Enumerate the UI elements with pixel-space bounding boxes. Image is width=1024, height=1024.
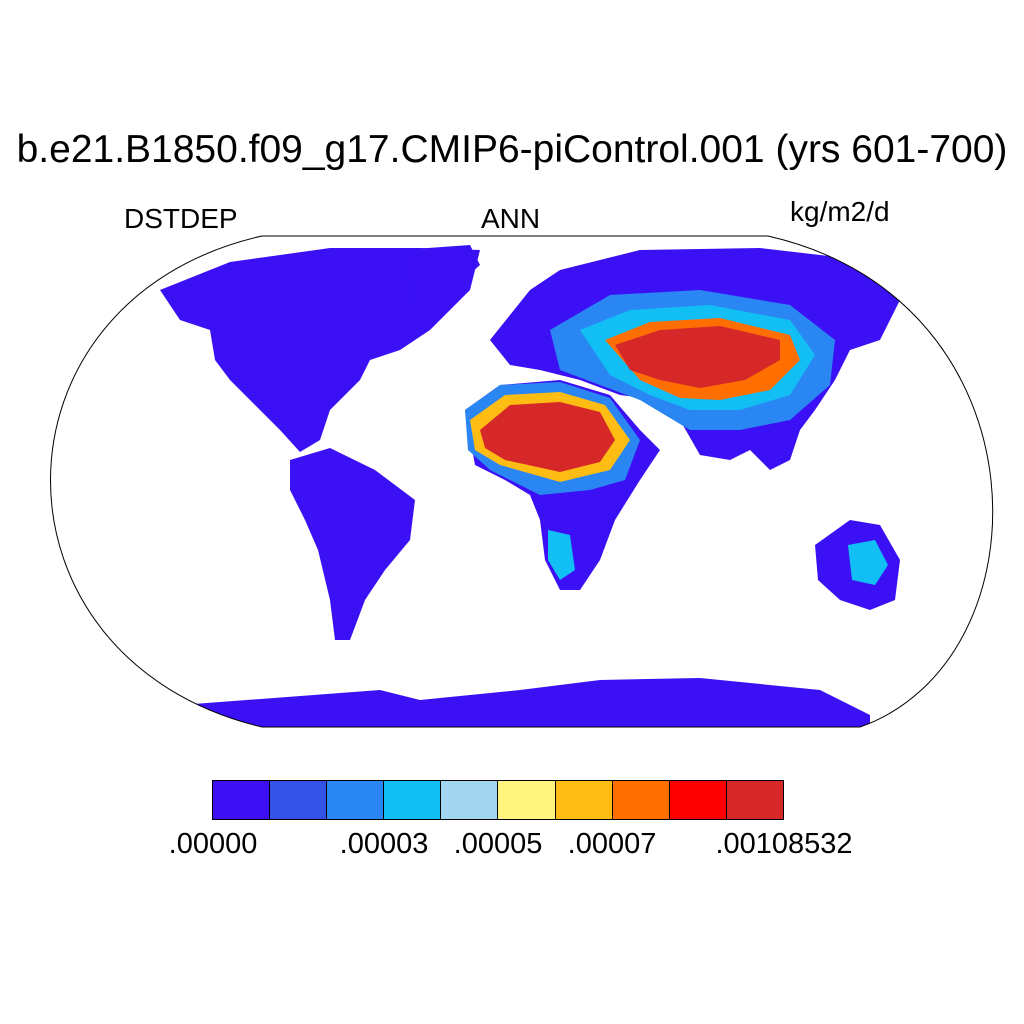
legend-swatch: [555, 781, 613, 819]
variable-label: DSTDEP: [124, 203, 238, 234]
legend-swatch: [384, 781, 442, 819]
season-label: ANN: [481, 203, 541, 234]
landmass-south-america: [290, 448, 415, 640]
legend-swatch: [441, 781, 499, 819]
dust-southern-africa: [548, 530, 575, 580]
legend-tick-label: .00005: [453, 828, 543, 860]
color-legend: [212, 780, 784, 820]
landmass-north-america: [160, 248, 480, 452]
legend-swatch: [270, 781, 328, 819]
dust-core-africa: [480, 402, 615, 472]
legend-tick-label: .00003: [339, 828, 429, 860]
dust-core-asia: [615, 326, 780, 388]
map-boundary: [50, 235, 994, 728]
landmass-antarctica: [180, 678, 870, 727]
legend-swatch: [498, 781, 556, 819]
dust-australia: [848, 540, 888, 585]
legend-swatch: [213, 781, 271, 819]
units-label: kg/m2/d: [790, 196, 890, 227]
map-title: b.e21.B1850.f09_g17.CMIP6-piControl.001 …: [16, 128, 1008, 171]
legend-tick-label: .00007: [567, 828, 657, 860]
legend-tick-label: .00108532: [715, 828, 853, 860]
legend-swatch: [612, 781, 670, 819]
legend-swatch: [669, 781, 727, 819]
legend-tick-label: .00000: [168, 828, 258, 860]
landmass-greenland: [400, 245, 480, 300]
legend-swatch: [327, 781, 385, 819]
legend-swatch: [726, 781, 783, 819]
